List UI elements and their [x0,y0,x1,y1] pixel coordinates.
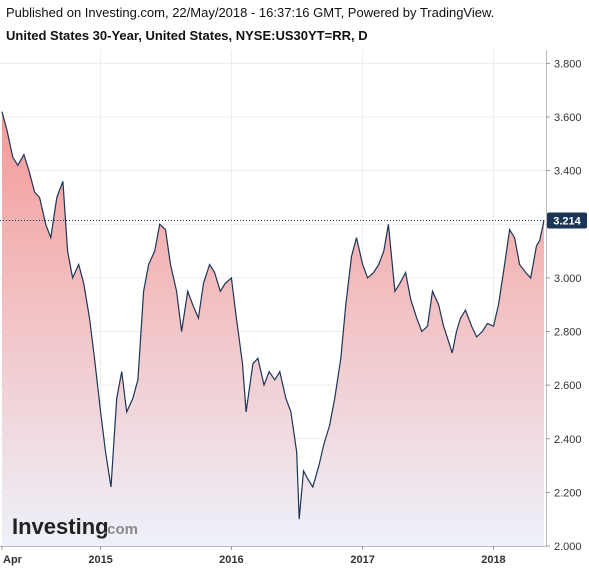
y-tick-label: 2.200 [554,487,582,499]
y-tick-label: 3.600 [554,112,582,124]
symbol-title: United States 30-Year, United States, NY… [6,28,368,43]
y-tick-label: 2.600 [554,380,582,392]
y-tick-label: 2.800 [554,327,582,339]
y-tick-label: 3.400 [554,166,582,178]
x-tick-label: 2016 [219,554,243,566]
last-price-label: 3.214 [553,216,581,228]
y-axis-ticks: 3.8003.6003.4003.2003.0002.8002.6002.400… [546,58,582,553]
chart-header: Published on Investing.com, 22/May/2018 … [0,0,589,50]
x-tick-label: 2018 [481,554,505,566]
published-caption: Published on Investing.com, 22/May/2018 … [6,5,495,20]
y-tick-label: 2.000 [554,541,582,553]
last-price-badge: 3.214 [547,212,587,229]
y-tick-label: 3.800 [554,58,582,70]
y-tick-label: 2.400 [554,434,582,446]
investing-logo: Investing .com [12,514,138,539]
x-tick-label: 2015 [88,554,112,566]
logo-suffix: .com [103,521,138,538]
y-tick-label: 3.000 [554,273,582,285]
x-axis-ticks: Apr 2015 2016 2017 2018 [1,546,506,566]
logo-main: Investing [12,514,109,539]
x-tick-label: 2017 [350,554,374,566]
price-chart[interactable]: 3.8003.6003.4003.2003.0002.8002.6002.400… [0,50,589,573]
price-line [1,111,545,520]
area-fill [2,111,544,546]
x-tick-label: Apr [3,554,23,566]
